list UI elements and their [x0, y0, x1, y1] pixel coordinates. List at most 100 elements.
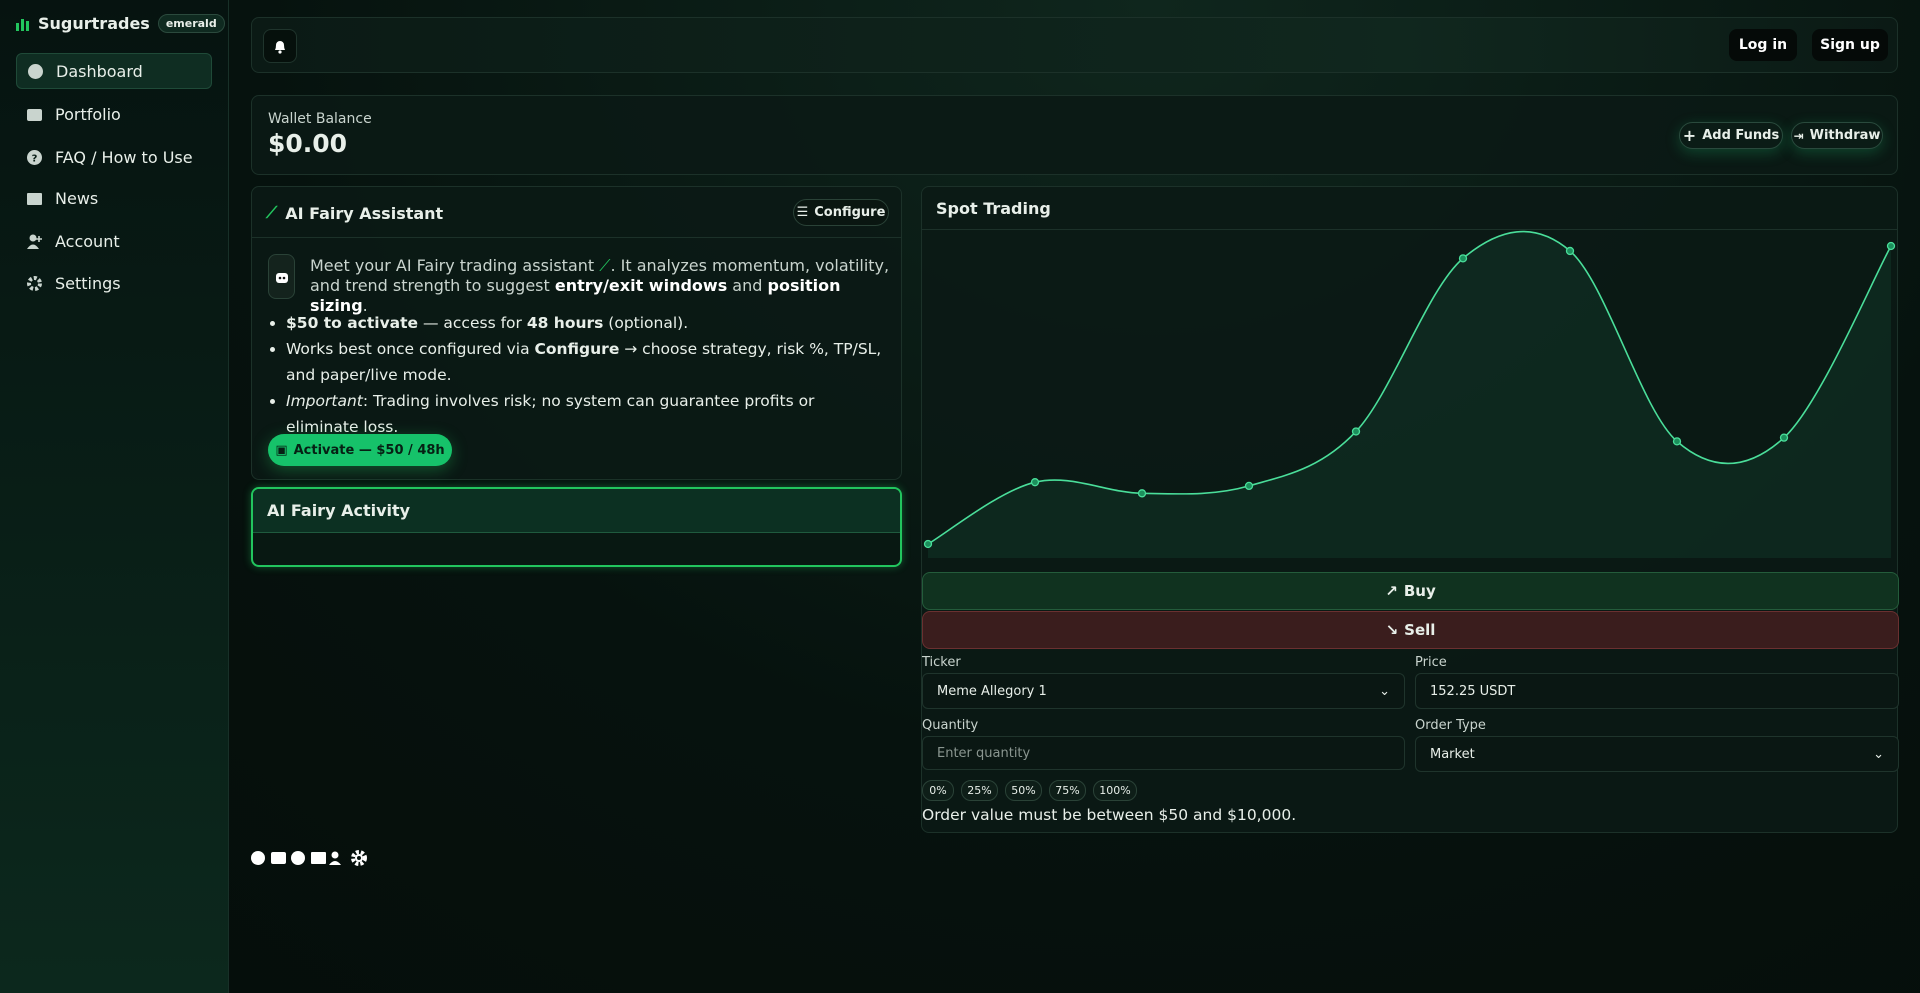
order-message: Order value must be between $50 and $10,… — [922, 806, 1297, 824]
nav-label: News — [55, 188, 99, 208]
topbar: Log in Sign up — [251, 17, 1898, 73]
nav-item[interactable]: Account — [16, 223, 212, 259]
assistant-bullets: $50 to activate — access for 48 hours (o… — [252, 310, 882, 440]
order-type-select[interactable]: Market ⌄ — [1415, 736, 1899, 772]
brand-icon — [16, 18, 29, 31]
price-point — [1672, 437, 1682, 446]
withdraw-label: Withdraw — [1809, 128, 1881, 143]
bullet-bold: 48 hours — [526, 314, 604, 332]
buy-label: Buy — [1403, 582, 1436, 600]
nav-icon — [27, 234, 42, 249]
icon-row — [250, 849, 368, 867]
login-button[interactable]: Log in — [1729, 29, 1797, 61]
price-line — [927, 230, 1892, 545]
price-field: 152.25 USDT — [1415, 673, 1899, 709]
intro-text: and — [727, 276, 768, 295]
bullet-bold: Configure — [534, 340, 620, 358]
intro-text: . It analyzes momentum, volatility, and … — [310, 256, 890, 295]
add-funds-label: Add Funds — [1702, 128, 1780, 143]
divider — [922, 229, 1897, 230]
percent-button[interactable]: 0% — [922, 780, 954, 801]
signup-button[interactable]: Sign up — [1812, 29, 1888, 61]
price-point — [1244, 481, 1254, 491]
trend-up-icon: ↗ — [1385, 582, 1398, 600]
nav-label: Account — [55, 231, 120, 251]
brand-name: Sugurtrades — [38, 14, 150, 33]
nav-icon: ? — [27, 149, 42, 165]
intro-bold: entry/exit windows — [554, 276, 728, 295]
nav-item[interactable]: Settings — [16, 265, 212, 301]
configure-button[interactable]: ☰ Configure — [793, 199, 889, 226]
price-point — [1779, 433, 1789, 442]
spot-card: Spot Trading ↗ Buy ↘ Sell Ticker Meme Alle… — [921, 186, 1899, 833]
chart-area — [928, 231, 1891, 558]
percent-button[interactable]: 50% — [1005, 780, 1042, 801]
bullet: Important: Trading involves risk; no sys… — [286, 388, 882, 440]
assistant-card: ⟋ AI Fairy Assistant ☰ Configure Meet your… — [251, 186, 902, 480]
nav-item[interactable]: Dashboard — [16, 53, 212, 89]
price-chart — [923, 230, 1896, 558]
withdraw-button[interactable]: ⇥ Withdraw — [1791, 122, 1883, 149]
bullet-text: : Trading involves risk; no system can g… — [286, 392, 815, 436]
plus-icon: + — [1682, 126, 1697, 145]
wallet-balance: $0.00 — [268, 129, 348, 158]
price-label: Price — [1415, 655, 1447, 670]
svg-text:?: ? — [32, 153, 38, 164]
price-point — [1458, 254, 1468, 263]
activate-button[interactable]: ▣ Activate — $50 / 48h — [268, 434, 452, 466]
percent-buttons: 0% 25% 50% 75% 100% — [922, 780, 1137, 801]
sliders-icon: ☰ — [796, 205, 809, 220]
assistant-title: AI Fairy Assistant — [285, 203, 444, 223]
activity-title: AI Fairy Activity — [253, 489, 900, 533]
activity-card: AI Fairy Activity — [251, 487, 902, 567]
ticker-value: Meme Allegory 1 — [937, 683, 1047, 699]
price-point — [1565, 246, 1575, 256]
percent-button[interactable]: 25% — [961, 780, 998, 801]
ticker-select[interactable]: Meme Allegory 1 ⌄ — [922, 673, 1405, 709]
sell-button[interactable]: ↘ Sell — [922, 611, 1899, 649]
wand-icon: ⟋ — [594, 256, 611, 275]
nav-icon — [27, 192, 42, 205]
trend-down-icon: ↘ — [1385, 621, 1399, 639]
bullet-text: Works best once configured via — [286, 340, 535, 358]
configure-label: Configure — [814, 205, 886, 220]
spot-title: Spot Trading — [936, 199, 1051, 218]
price-point — [1886, 241, 1896, 251]
brand[interactable]: Sugurtrades emerald — [16, 14, 225, 33]
nav-icon — [27, 275, 42, 291]
assistant-header: ⟋ AI Fairy Assistant — [266, 203, 443, 223]
wallet-card: Wallet Balance $0.00 + Add Funds ⇥ Withdra… — [251, 95, 1898, 175]
robot-icon: ▣ — [275, 442, 288, 458]
price-value: 152.25 USDT — [1430, 683, 1516, 699]
bullet-text: — access for — [418, 314, 527, 332]
nav-item[interactable]: News — [16, 180, 212, 216]
chevron: ⌄ — [1379, 683, 1390, 699]
quantity-input[interactable]: Enter quantity — [922, 736, 1405, 770]
sell-label: Sell — [1404, 621, 1436, 639]
sidebar: Sugurtrades emerald Dashboard Portfolio ? F… — [0, 0, 229, 993]
nav-label: Settings — [55, 273, 121, 293]
assistant-intro: Meet your AI Fairy trading assistant ⟋. … — [310, 256, 890, 316]
notifications[interactable] — [263, 29, 297, 63]
nav-item[interactable]: Portfolio — [16, 96, 212, 132]
percent-button[interactable]: 100% — [1093, 780, 1137, 801]
wand-icon: ⟋ — [266, 203, 278, 222]
buy-button[interactable]: ↗ Buy — [922, 572, 1899, 610]
intro-text: Meet your AI Fairy trading assistant — [310, 256, 595, 275]
quantity-placeholder: Enter quantity — [937, 745, 1031, 761]
quantity-label: Quantity — [922, 718, 979, 733]
nav-item[interactable]: ? FAQ / How to Use — [16, 139, 212, 175]
robot-svg — [275, 272, 288, 283]
bullet-text: (optional). — [603, 314, 689, 332]
bullet: $50 to activate — access for 48 hours (o… — [286, 310, 882, 336]
price-point — [1030, 478, 1040, 487]
nav-label: Portfolio — [55, 104, 121, 124]
add-funds-button[interactable]: + Add Funds — [1679, 122, 1783, 149]
intro-text: . — [362, 296, 368, 315]
bullet: Works best once configured via Configure… — [286, 336, 882, 388]
bullet-text: → choose strategy, risk %, TP/SL, and pa… — [286, 340, 882, 384]
percent-button[interactable]: 75% — [1049, 780, 1086, 801]
price-point — [1351, 427, 1361, 436]
activate-label: Activate — $50 / 48h — [293, 442, 445, 458]
